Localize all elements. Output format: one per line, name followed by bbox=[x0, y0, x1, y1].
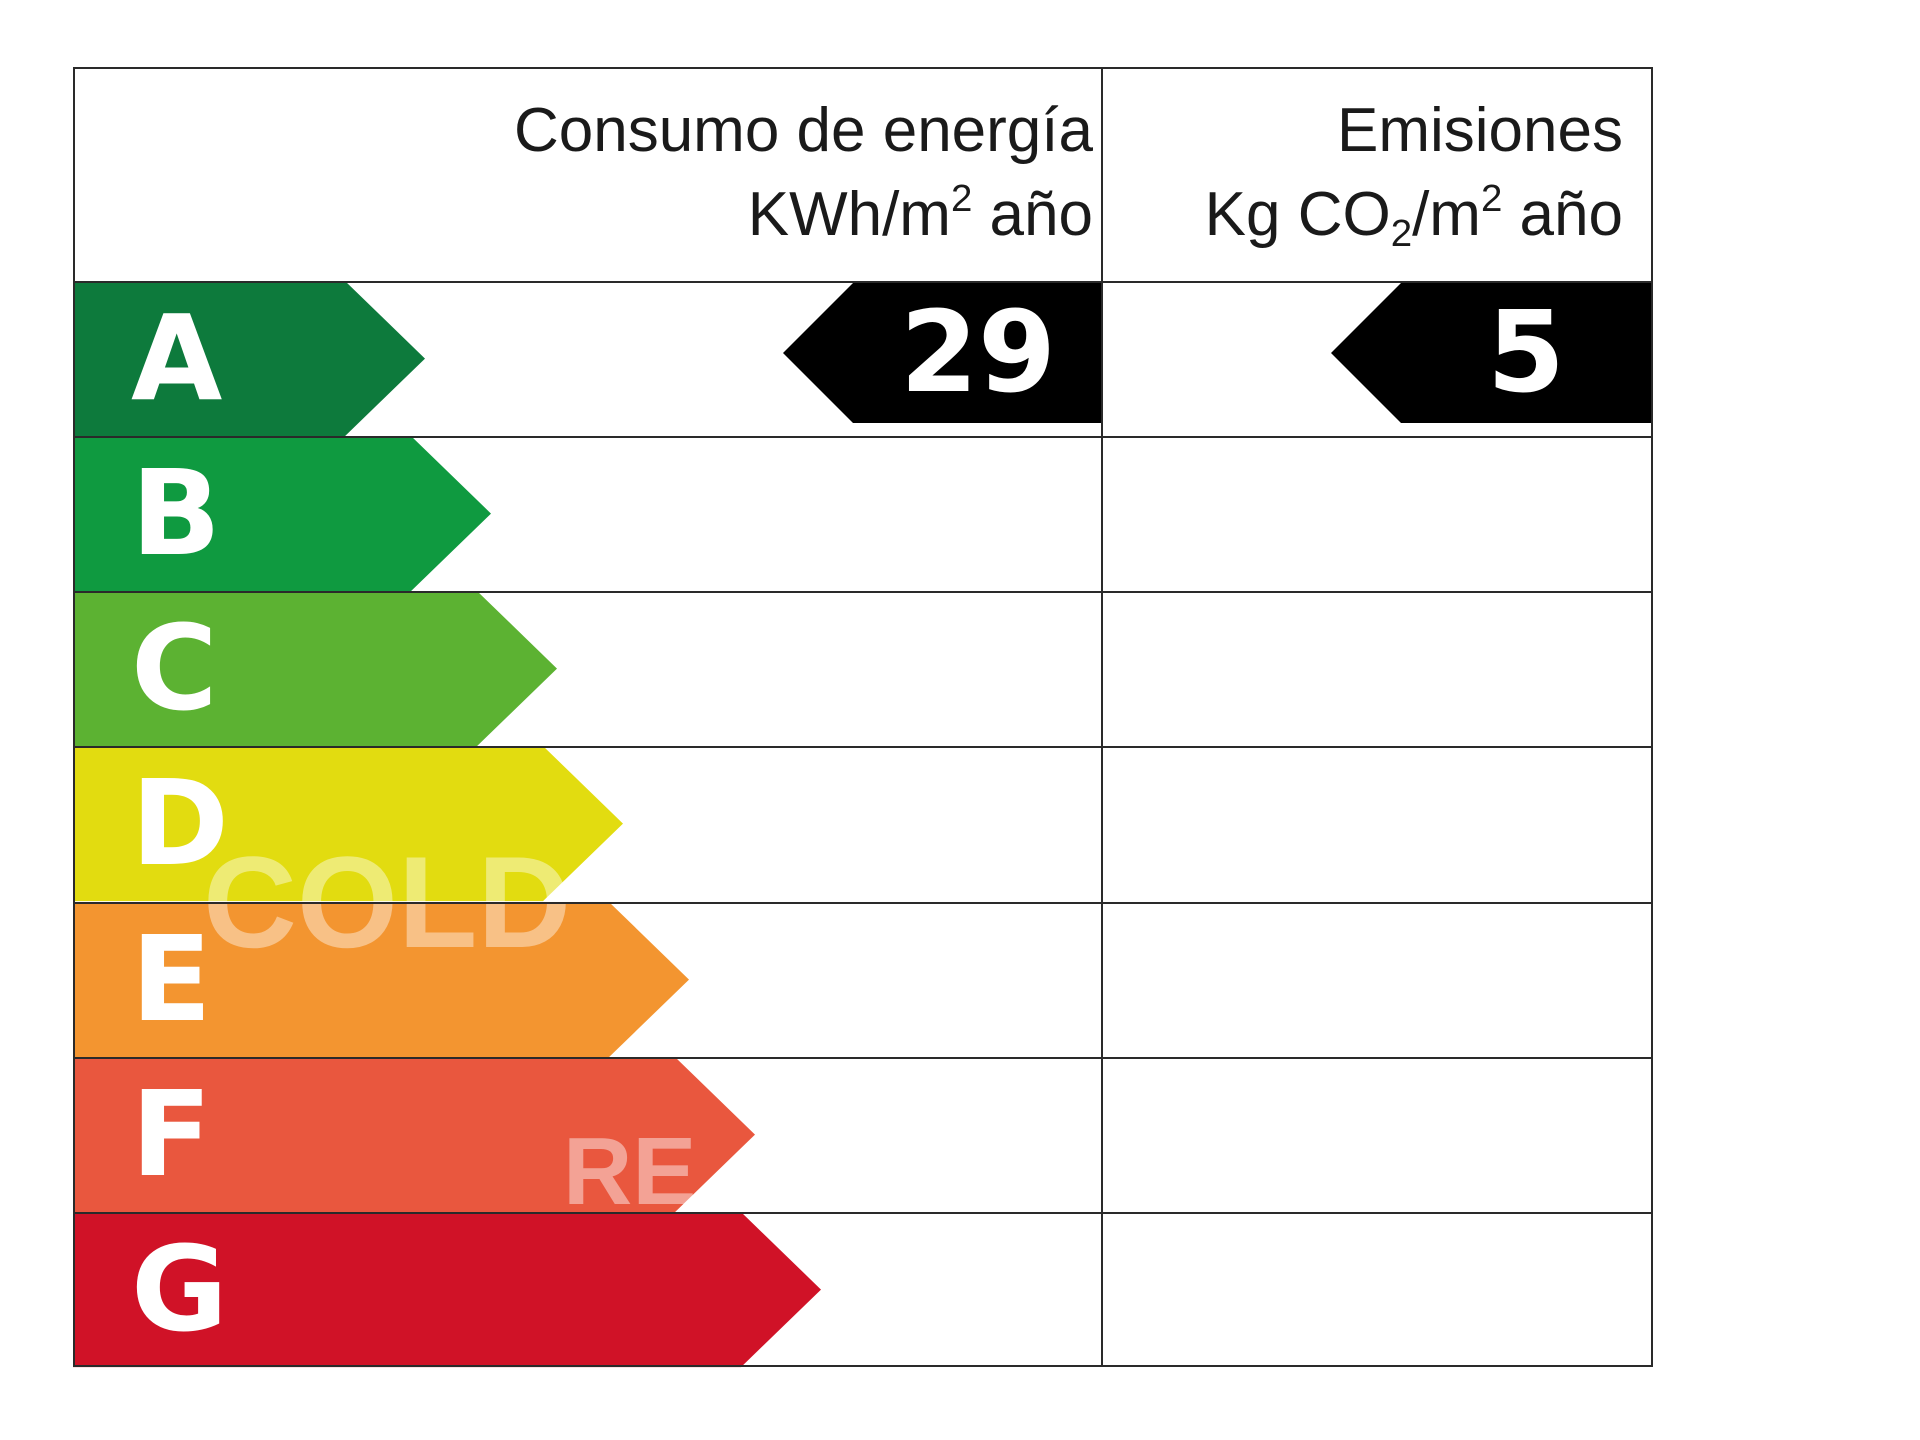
class-letter-b: B bbox=[131, 444, 221, 583]
row-divider bbox=[73, 901, 1653, 904]
class-arrow-g: G bbox=[73, 1211, 821, 1367]
row-divider bbox=[73, 591, 1653, 594]
class-letter-c: C bbox=[131, 599, 218, 738]
energy-label: Consumo de energía KWh/m2 año Emisiones … bbox=[73, 67, 1653, 1367]
class-arrow-b: B bbox=[73, 436, 491, 592]
energy-rating-value: 29 bbox=[900, 288, 1056, 418]
row-divider bbox=[73, 436, 1653, 439]
column-divider bbox=[1101, 67, 1103, 1367]
emissions-rating-tag: 5 bbox=[1331, 283, 1651, 423]
class-letter-d: D bbox=[131, 754, 229, 893]
class-arrow-d: D bbox=[73, 746, 623, 902]
class-arrow-e: E bbox=[73, 901, 689, 1057]
class-arrow-a: A bbox=[73, 281, 425, 437]
energy-consumption-title: Consumo de energía bbox=[513, 96, 1093, 165]
class-arrow-c: C bbox=[73, 591, 557, 747]
emissions-rating-value: 5 bbox=[1487, 288, 1565, 418]
class-arrow-f: F bbox=[73, 1056, 755, 1212]
class-letter-f: F bbox=[131, 1064, 212, 1203]
emissions-title: Emisiones bbox=[1337, 96, 1623, 165]
frame-top bbox=[73, 67, 1653, 69]
class-letter-e: E bbox=[131, 909, 212, 1048]
row-divider bbox=[73, 746, 1653, 749]
energy-consumption-unit: KWh/m2 año bbox=[747, 177, 1093, 249]
frame-right bbox=[1651, 67, 1653, 1367]
energy-rating-tag-shape bbox=[783, 283, 1103, 423]
watermark-second: RE bbox=[563, 1118, 697, 1225]
frame-left bbox=[73, 67, 75, 1367]
frame-bottom bbox=[73, 1365, 1653, 1367]
energy-rating-tag: 29 bbox=[783, 283, 1103, 423]
class-letter-a: A bbox=[131, 289, 223, 427]
energy-consumption-header: Consumo de energía KWh/m2 año bbox=[373, 89, 1093, 257]
row-divider bbox=[73, 1056, 1653, 1059]
row-divider bbox=[73, 1211, 1653, 1214]
row-divider bbox=[73, 281, 1653, 283]
emissions-unit: Kg CO2/m2 año bbox=[1204, 177, 1623, 255]
emissions-rating-tag-shape bbox=[1331, 283, 1651, 423]
emissions-header: Emisiones Kg CO2/m2 año bbox=[1113, 89, 1623, 257]
class-letter-g: G bbox=[131, 1219, 228, 1358]
